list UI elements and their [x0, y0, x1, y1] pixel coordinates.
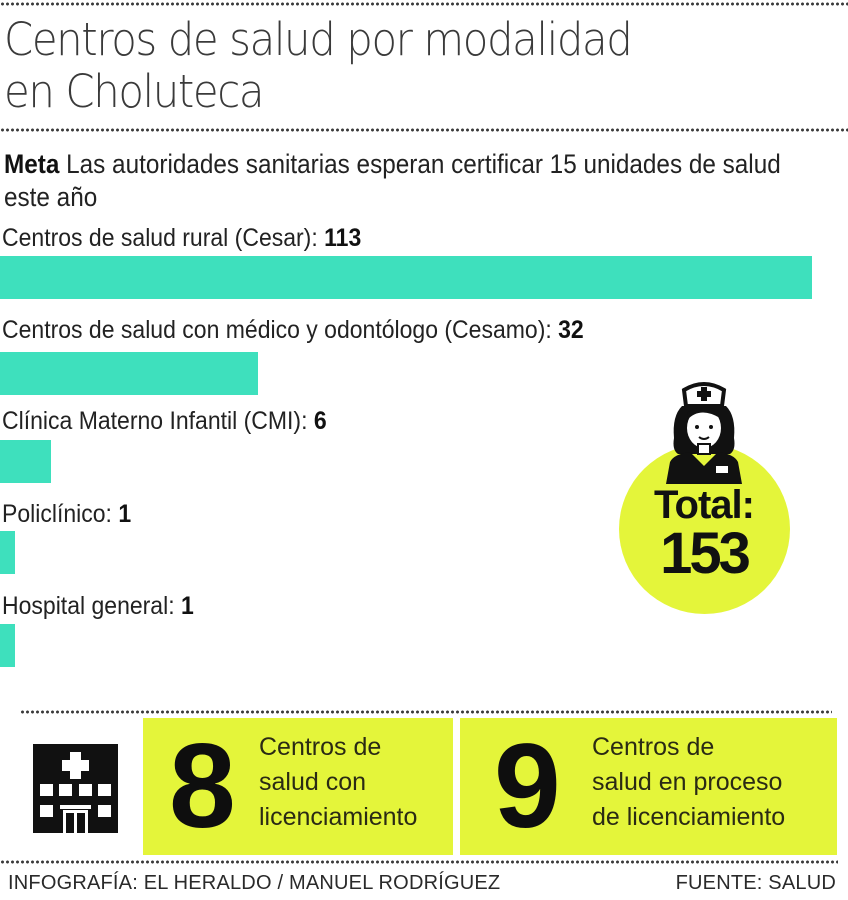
bar-cesar	[0, 256, 812, 299]
stat-number: 8	[169, 719, 236, 853]
stat-line: licenciamiento	[259, 803, 418, 831]
bar-label-hospital-general: Hospital general: 1	[2, 591, 194, 621]
title-divider	[0, 128, 848, 132]
source: FUENTE: SALUD	[675, 872, 836, 894]
stat-line: Centros de	[259, 733, 382, 761]
bar-category: Centros de salud con médico y odontólogo…	[2, 316, 552, 344]
stat-in-process: 9 Centros de salud en proceso de licenci…	[460, 718, 837, 855]
total-label: Total:	[654, 483, 755, 527]
stat-description: Centros de salud con licenciamiento	[259, 730, 417, 835]
bar-category: Centros de salud rural (Cesar):	[2, 224, 318, 252]
bar-label-cesamo: Centros de salud con médico y odontólogo…	[2, 315, 584, 345]
title-line-2: en Choluteca	[4, 65, 265, 118]
bar-category: Hospital general:	[2, 592, 175, 620]
stat-description: Centros de salud en proceso de licenciam…	[592, 730, 785, 835]
bar-hospital-general	[0, 624, 15, 667]
meta-label: Meta	[4, 149, 60, 179]
nurse-icon	[666, 382, 742, 484]
credit: INFOGRAFÍA: EL HERALDO / MANUEL RODRÍGUE…	[8, 872, 501, 894]
total-value: 153	[660, 521, 751, 586]
bar-value: 6	[313, 407, 327, 435]
bar-cesamo	[0, 352, 258, 395]
bar-value: 1	[181, 592, 194, 620]
bar-category: Clínica Materno Infantil (CMI):	[2, 407, 308, 435]
bar-cmi	[0, 440, 51, 483]
footer-divider	[0, 860, 838, 864]
bar-value: 1	[118, 500, 132, 528]
bar-value: 32	[558, 316, 584, 344]
stat-line: Centros de	[592, 733, 715, 761]
title-line-1: Centros de salud por modalidad	[4, 13, 633, 66]
stat-line: salud en proceso	[592, 768, 783, 796]
stat-licensed: 8 Centros de salud con licenciamiento	[143, 718, 453, 855]
meta-note: Meta Las autoridades sanitarias esperan …	[4, 148, 814, 214]
meta-text: Las autoridades sanitarias esperan certi…	[4, 149, 781, 212]
bar-policlinico	[0, 531, 15, 574]
top-divider	[0, 2, 848, 6]
bar-label-policlinico: Policlínico: 1	[2, 499, 131, 529]
stat-line: de licenciamiento	[592, 803, 786, 831]
bar-label-cesar: Centros de salud rural (Cesar): 113	[2, 223, 361, 253]
stat-number: 9	[494, 719, 561, 853]
hospital-icon	[33, 744, 118, 833]
page-title: Centros de salud por modalidad en Cholut…	[4, 14, 767, 118]
stat-line: salud con	[259, 768, 367, 796]
bar-label-cmi: Clínica Materno Infantil (CMI): 6	[2, 406, 327, 436]
stats-top-divider	[20, 710, 832, 714]
bar-category: Policlínico:	[2, 500, 112, 528]
bar-value: 113	[324, 224, 362, 252]
